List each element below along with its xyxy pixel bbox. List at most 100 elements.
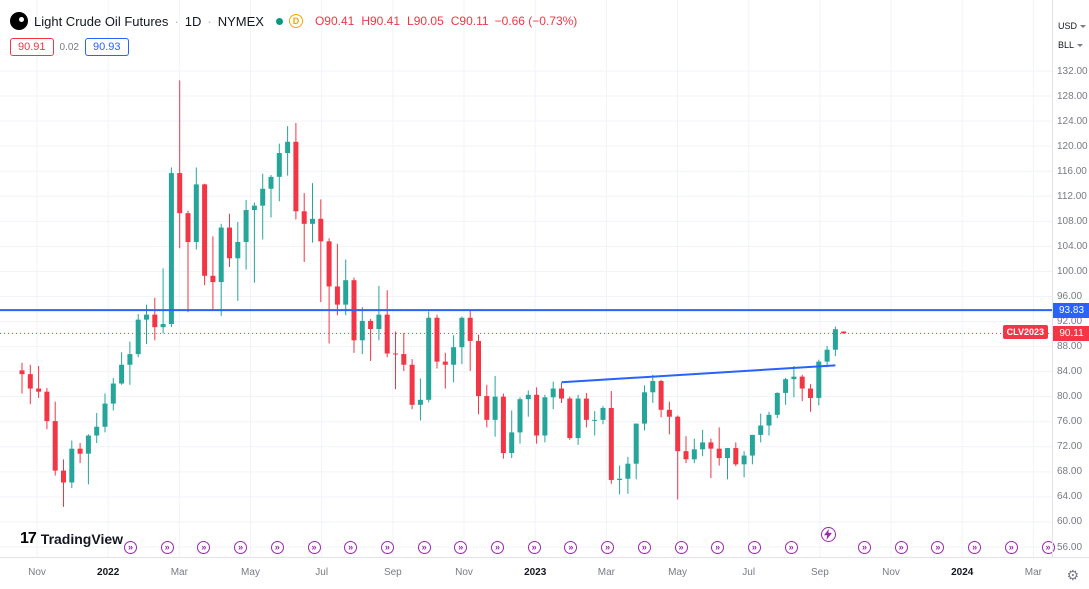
chevron-down-icon	[1080, 24, 1087, 28]
trendline-drawing[interactable]	[561, 364, 836, 384]
chart-area: Light Crude Oil Futures · 1D · NYMEX D O…	[0, 0, 1055, 557]
candle-body	[700, 442, 706, 450]
candle-body	[517, 399, 523, 433]
contract-rollover-icon[interactable]: »	[417, 541, 431, 554]
contract-rollover-icon[interactable]: »	[1004, 541, 1018, 554]
chart-canvas[interactable]	[0, 0, 1052, 557]
chevron-down-icon	[1077, 43, 1084, 47]
exchange-label[interactable]: NYMEX	[217, 13, 264, 29]
candle-body	[110, 383, 116, 404]
candle-body	[227, 227, 232, 259]
delayed-data-icon[interactable]: D	[288, 14, 303, 28]
price-tick-label: 96.00	[1057, 290, 1083, 302]
candle-body	[193, 184, 199, 242]
contract-rollover-icon[interactable]: »	[344, 541, 358, 554]
currency-label: USD	[1058, 21, 1078, 31]
contract-rollover-icon[interactable]: »	[564, 541, 578, 554]
contract-rollover-icon[interactable]: »	[1041, 541, 1055, 554]
contract-rollover-icon[interactable]: »	[454, 541, 468, 554]
time-tick-month: Nov	[455, 567, 473, 578]
candle-body	[575, 398, 581, 439]
contract-rollover-icon[interactable]: »	[527, 541, 541, 554]
time-tick-month: May	[241, 567, 260, 578]
contract-rollover-icon[interactable]: »	[124, 541, 137, 554]
candle-body	[177, 173, 183, 214]
contract-rollover-icon[interactable]: »	[234, 541, 248, 554]
open-value: 90.41	[324, 14, 355, 28]
price-axis[interactable]: USD BLL 132.00 128.00 124.00 120.00 116.00 11…	[1052, 0, 1089, 557]
price-tick-label: 108.00	[1057, 215, 1088, 227]
contract-rollover-icon[interactable]: »	[784, 541, 798, 554]
price-tick-label: 128.00	[1057, 90, 1088, 102]
ask-button[interactable]: 90.93	[85, 38, 129, 56]
unit-dropdown[interactable]: BLL	[1058, 40, 1084, 50]
candle-body	[550, 388, 556, 398]
candle-body	[758, 425, 764, 435]
high-value: 90.41	[370, 14, 401, 28]
market-status-icon[interactable]	[275, 17, 283, 25]
candle-body	[44, 391, 50, 422]
candle-body	[625, 463, 631, 479]
axis-settings-icon[interactable]: ⚙	[1066, 567, 1079, 583]
contract-rollover-icon[interactable]: »	[894, 541, 908, 554]
symbol-title[interactable]: Light Crude Oil Futures	[34, 13, 169, 29]
contract-rollover-icon[interactable]: »	[637, 541, 651, 554]
line-price-tag[interactable]: 93.83	[1053, 302, 1089, 318]
interval-label[interactable]: 1D	[184, 13, 202, 29]
time-tick-month: Mar	[170, 567, 188, 578]
time-tick-month: Mar	[597, 567, 615, 578]
contract-rollover-icon[interactable]: »	[711, 541, 725, 554]
currency-dropdown[interactable]: USD	[1058, 21, 1087, 31]
candle-body	[210, 275, 216, 283]
contract-rollover-icon[interactable]: »	[747, 541, 761, 554]
contract-rollover-icon[interactable]: »	[160, 541, 174, 554]
high-label: H	[361, 14, 370, 28]
candle-body	[285, 141, 291, 154]
time-tick-month: Sep	[810, 567, 829, 578]
contract-rollover-icon[interactable]: »	[307, 541, 321, 554]
time-axis[interactable]: Nov 2022 Mar May Jul Sep Nov 2023 Mar May Jul Sep No…	[0, 557, 1089, 589]
candle-body	[808, 388, 813, 398]
candle-body	[484, 396, 490, 420]
candle-body	[185, 213, 191, 242]
candle-body	[326, 241, 332, 287]
candle-body	[19, 370, 25, 375]
candle-body	[500, 396, 506, 454]
candle-body	[559, 388, 564, 399]
candle-body	[61, 470, 66, 483]
candle-body	[260, 188, 266, 206]
contract-rollover-icon[interactable]: »	[197, 541, 211, 554]
price-tick-label: 112.00	[1057, 190, 1087, 202]
tradingview-logo[interactable]: 17 TradingView	[20, 530, 123, 548]
close-label: C	[450, 14, 460, 28]
candle-body	[534, 394, 540, 436]
lightning-event-icon[interactable]	[820, 527, 836, 542]
contract-rollover-icon[interactable]: »	[968, 541, 982, 554]
candle-body	[251, 205, 257, 211]
time-tick-month: Sep	[383, 567, 402, 578]
time-tick-month: Nov	[28, 567, 46, 578]
candle-body	[318, 218, 324, 242]
candle-body	[268, 176, 274, 189]
contract-rollover-icon[interactable]: »	[270, 541, 284, 554]
contract-rollover-icon[interactable]: »	[601, 541, 615, 554]
contract-label-tag: CLV2023	[1002, 325, 1048, 340]
bid-button[interactable]: 90.91	[10, 38, 54, 56]
tradingview-mark-icon: 17	[20, 530, 37, 547]
contract-rollover-icon[interactable]: »	[858, 541, 871, 554]
price-tick-label: 68.00	[1057, 466, 1083, 478]
price-tick-label: 124.00	[1057, 115, 1088, 127]
contract-rollover-icon[interactable]: »	[674, 541, 688, 554]
candle-body	[567, 398, 573, 439]
tradingview-logo-text: TradingView	[40, 531, 124, 547]
time-tick-year: 2023	[524, 567, 547, 578]
contract-rollover-icon[interactable]: »	[491, 541, 504, 554]
candle-body	[741, 455, 747, 465]
candle-body	[77, 448, 83, 454]
candle-body	[816, 361, 822, 398]
candle-body	[691, 449, 697, 460]
contract-rollover-icon[interactable]: »	[380, 541, 394, 554]
contract-rollover-icon[interactable]: »	[931, 541, 945, 554]
time-tick-month: Jul	[742, 567, 756, 578]
